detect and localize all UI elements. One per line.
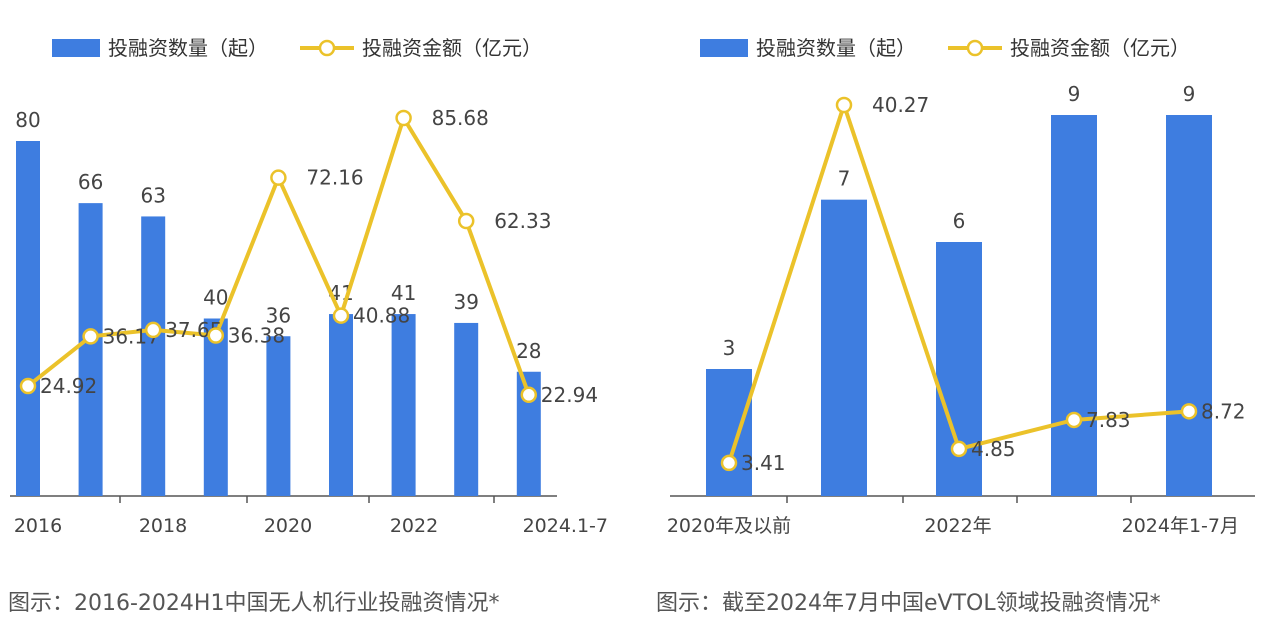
x-tick-label: 2022年 [924, 515, 991, 537]
bar-value-label: 7 [838, 167, 851, 191]
legend: 投融资数量（起） 投融资金额（亿元） [52, 36, 542, 60]
x-tick-label: 2016 [14, 515, 62, 537]
bar [266, 336, 291, 496]
line-value-label: 4.85 [971, 437, 1016, 461]
bar-value-label: 63 [140, 183, 165, 207]
chart-evtol: 投融资数量（起） 投融资金额（亿元） 3 7 6 9 9 3.41 40.27 4.85 7.83 8… [656, 36, 1255, 616]
line-value-label: 72.16 [306, 166, 363, 190]
line-point [457, 212, 475, 230]
bar-value-label: 41 [391, 281, 416, 305]
bar [706, 369, 752, 496]
x-tick-label: 2020年及以前 [667, 515, 791, 537]
legend-bar-swatch [700, 39, 748, 57]
line-value-label: 85.68 [432, 106, 489, 130]
legend-line-marker [966, 39, 984, 57]
line-point [270, 169, 287, 186]
line-point [720, 454, 738, 472]
line-point [1180, 403, 1198, 420]
chart-caption: 图示：截至2024年7月中国eVTOL领域投融资情况* [656, 591, 1161, 616]
bar-value-label: 9 [1068, 82, 1081, 106]
bar [78, 203, 103, 496]
bar [1051, 115, 1097, 496]
bar-value-label: 36 [266, 303, 291, 327]
line-point [835, 96, 853, 114]
line-value-label: 24.92 [40, 374, 97, 398]
bar-value-label: 3 [723, 336, 736, 360]
x-tick-label: 2024.1-7 [523, 515, 608, 537]
bar-value-label: 66 [78, 170, 103, 194]
legend-line-label: 投融资金额（亿元） [1010, 36, 1190, 60]
x-tick-label: 2022 [390, 515, 438, 537]
bar [203, 318, 228, 496]
x-tick-label: 2020 [264, 515, 312, 537]
line-value-label: 62.33 [494, 209, 551, 233]
bar [1166, 115, 1212, 496]
bar-value-label: 39 [453, 290, 478, 314]
bar [391, 314, 416, 496]
x-tick-label: 2018 [139, 515, 187, 537]
x-tick-label: 2024年1-7月 [1122, 515, 1239, 537]
line-point [19, 377, 37, 395]
line-point [82, 328, 99, 345]
bar-value-label: 28 [516, 339, 541, 363]
bar-value-label: 80 [15, 108, 40, 132]
bar [454, 322, 479, 496]
line-point [144, 321, 162, 339]
line-point [332, 307, 350, 324]
bar [141, 216, 166, 496]
bar [329, 314, 353, 496]
legend-line-marker [318, 39, 336, 57]
line-value-label: 40.27 [872, 93, 929, 117]
bar [821, 199, 867, 496]
legend-bar-label: 投融资数量（起） [756, 36, 916, 60]
line-point [395, 109, 412, 127]
legend: 投融资数量（起） 投融资金额（亿元） [700, 36, 1190, 60]
bar-value-label: 9 [1183, 82, 1196, 106]
line-point [207, 327, 225, 344]
line-point [950, 440, 968, 458]
line-value-label: 22.94 [541, 383, 598, 407]
legend-bar-label: 投融资数量（起） [108, 36, 268, 60]
legend-bar-swatch [52, 39, 100, 57]
line-point [520, 386, 538, 404]
chart-caption: 图示：2016-2024H1中国无人机行业投融资情况* [8, 591, 499, 616]
bar-value-label: 40 [203, 286, 228, 310]
line-point [1065, 411, 1083, 429]
line-value-label: 3.41 [741, 451, 786, 475]
line-value-label: 8.72 [1201, 399, 1246, 423]
line-value-label: 36.38 [228, 324, 285, 348]
legend-line-label: 投融资金额（亿元） [362, 36, 542, 60]
line-value-label: 7.83 [1086, 408, 1131, 432]
line-value-label: 40.88 [353, 304, 410, 328]
bar [16, 141, 40, 496]
bar-value-label: 6 [953, 209, 966, 233]
